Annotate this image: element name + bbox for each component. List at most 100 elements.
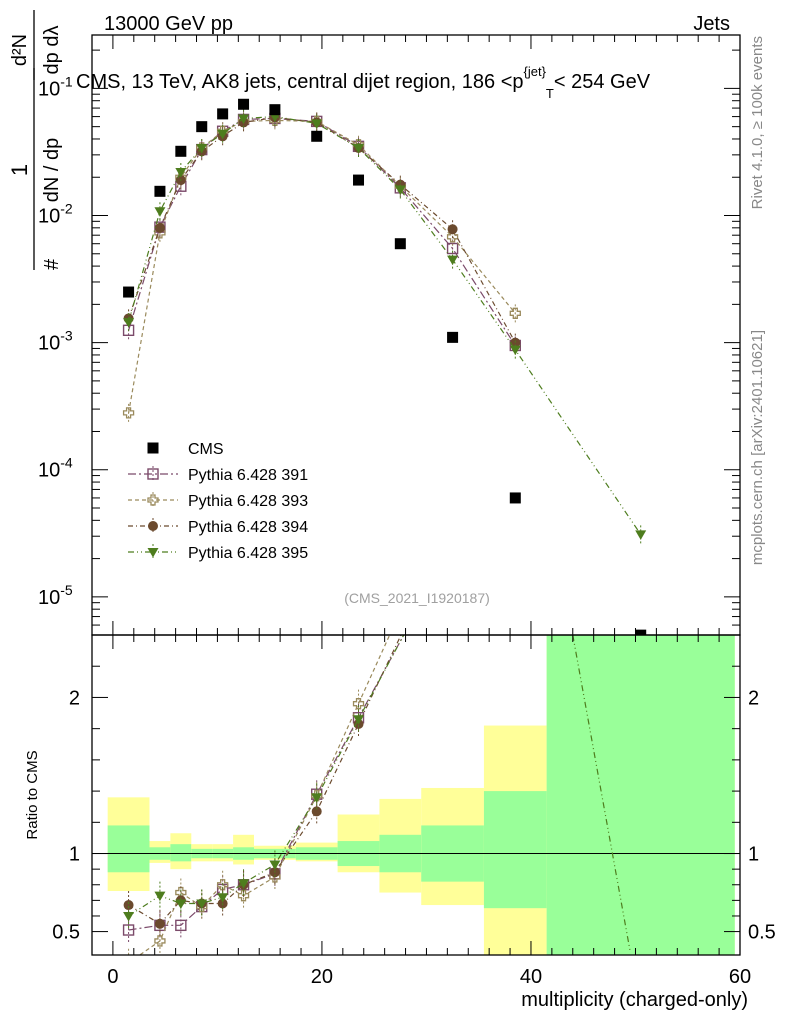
ylabel-dpdl: dp dλ (41, 26, 63, 75)
data-point (122, 407, 135, 419)
data-point (238, 114, 250, 124)
data-point (123, 318, 135, 328)
ratio-y-tick-label-right: 1 (748, 844, 759, 866)
ratio-point (122, 924, 135, 936)
legend-marker (147, 548, 159, 558)
legend-marker (147, 494, 159, 506)
data-point (394, 185, 406, 196)
series-line-3 (128, 116, 516, 343)
data-point (311, 119, 323, 129)
ratio-point (353, 715, 365, 725)
x-axis-label: multiplicity (charged-only) (521, 989, 748, 1011)
ratio-point (237, 890, 250, 902)
cms-data-point (353, 174, 365, 186)
legend-marker (147, 468, 159, 480)
ratio-point (123, 900, 134, 911)
data-point (175, 167, 187, 178)
ratio-point (175, 899, 187, 909)
cms-data-point (311, 130, 323, 142)
data-point (447, 224, 458, 235)
legend: CMS Pythia 6.428 391 Pythia 6.428 393 Pythi… (128, 441, 308, 562)
ratio-point (154, 935, 166, 947)
ratio-frame (91, 634, 741, 956)
ratio-point (196, 899, 208, 909)
ratio-point (123, 911, 135, 922)
data-point (446, 242, 459, 255)
cms-data-point (196, 121, 208, 133)
uncertainty-band-inner (107, 825, 150, 873)
ratio-point (216, 879, 229, 891)
ylabel-hash: # (41, 258, 63, 270)
chart-title: CMS, 13 TeV, AK8 jets, central dijet reg… (76, 64, 651, 101)
cms-data-point (123, 286, 135, 298)
legend-label: Pythia 6.428 391 (188, 467, 308, 484)
data-point (635, 530, 647, 540)
legend-label: Pythia 6.428 393 (188, 493, 308, 510)
data-point (446, 231, 459, 243)
uncertainty-band-inner (546, 635, 735, 955)
main-y-axis-label: 1 dN / dp # d²N dp dλ (7, 10, 63, 270)
ratio-point (154, 918, 165, 929)
y-tick-label: 10-3 (38, 328, 73, 355)
x-tick-label: 20 (311, 966, 333, 988)
ratio-y-tick-label-right: 0.5 (748, 922, 776, 944)
ratio-panel (92, 635, 740, 968)
ratio-point (238, 879, 250, 889)
cms-data-point (238, 98, 250, 110)
ratio-line-tail (572, 635, 631, 952)
data-point (509, 345, 521, 356)
data-point (353, 143, 365, 154)
header-left: 13000 GeV pp (104, 13, 233, 35)
ratio-point (175, 919, 187, 932)
ratio-y-tick-label-left: 2 (69, 687, 80, 709)
y-tick-label: 10-4 (38, 455, 73, 482)
rivet-label: Rivet 4.1.0, ≥ 100k events (749, 36, 766, 209)
y-tick-label: 10-5 (38, 582, 73, 609)
ratio-point (311, 793, 323, 803)
ratio-line-2 (138, 635, 391, 955)
data-point (217, 129, 229, 140)
ylabel-denominator: dN / dp (41, 138, 63, 202)
cms-data-point (394, 238, 406, 250)
y-tick-label: 10-2 (38, 201, 73, 228)
uncertainty-band-inner (483, 791, 547, 909)
main-panel (122, 98, 647, 635)
ratio-line-1 (128, 635, 405, 931)
ratio-point (269, 860, 281, 870)
ratio-point (217, 893, 229, 903)
legend-label-cms: CMS (188, 441, 224, 458)
cms-data-point (175, 145, 187, 157)
ylabel-d2n: d²N (9, 34, 31, 66)
legend-marker-cms (147, 442, 159, 454)
ratio-y-tick-label-left: 0.5 (52, 922, 80, 944)
series-line-2 (128, 119, 516, 414)
cms-data-point (509, 492, 521, 504)
ratio-point (154, 891, 166, 902)
cms-data-point (635, 629, 647, 635)
data-point (196, 143, 208, 154)
x-tick-label: 0 (107, 966, 118, 988)
data-point (509, 307, 521, 319)
ylabel-one: 1 (7, 164, 32, 176)
series-line-1 (128, 117, 516, 346)
mcplots-label: mcplots.cern.ch [arXiv:2401.10621] (749, 330, 766, 565)
ratio-point (311, 806, 322, 817)
legend-marker (148, 521, 158, 531)
ratio-point (352, 698, 365, 710)
ratio-y-tick-label-right: 2 (748, 687, 759, 709)
legend-label: Pythia 6.428 394 (188, 519, 308, 536)
header-right: Jets (693, 13, 730, 35)
y-tick-label: 10-1 (38, 73, 73, 100)
cms-data-point (269, 104, 281, 116)
ratio-line-3 (128, 635, 402, 925)
x-tick-label: 40 (520, 966, 542, 988)
data-point (154, 207, 166, 217)
ratio-point (124, 958, 134, 968)
cms-data-point (217, 108, 229, 120)
analysis-id: (CMS_2021_I1920187) (344, 590, 490, 606)
cms-data-point (154, 185, 166, 197)
x-tick-label: 60 (729, 966, 751, 988)
cms-data-point (447, 331, 459, 343)
uncertainty-band-inner (170, 844, 192, 862)
